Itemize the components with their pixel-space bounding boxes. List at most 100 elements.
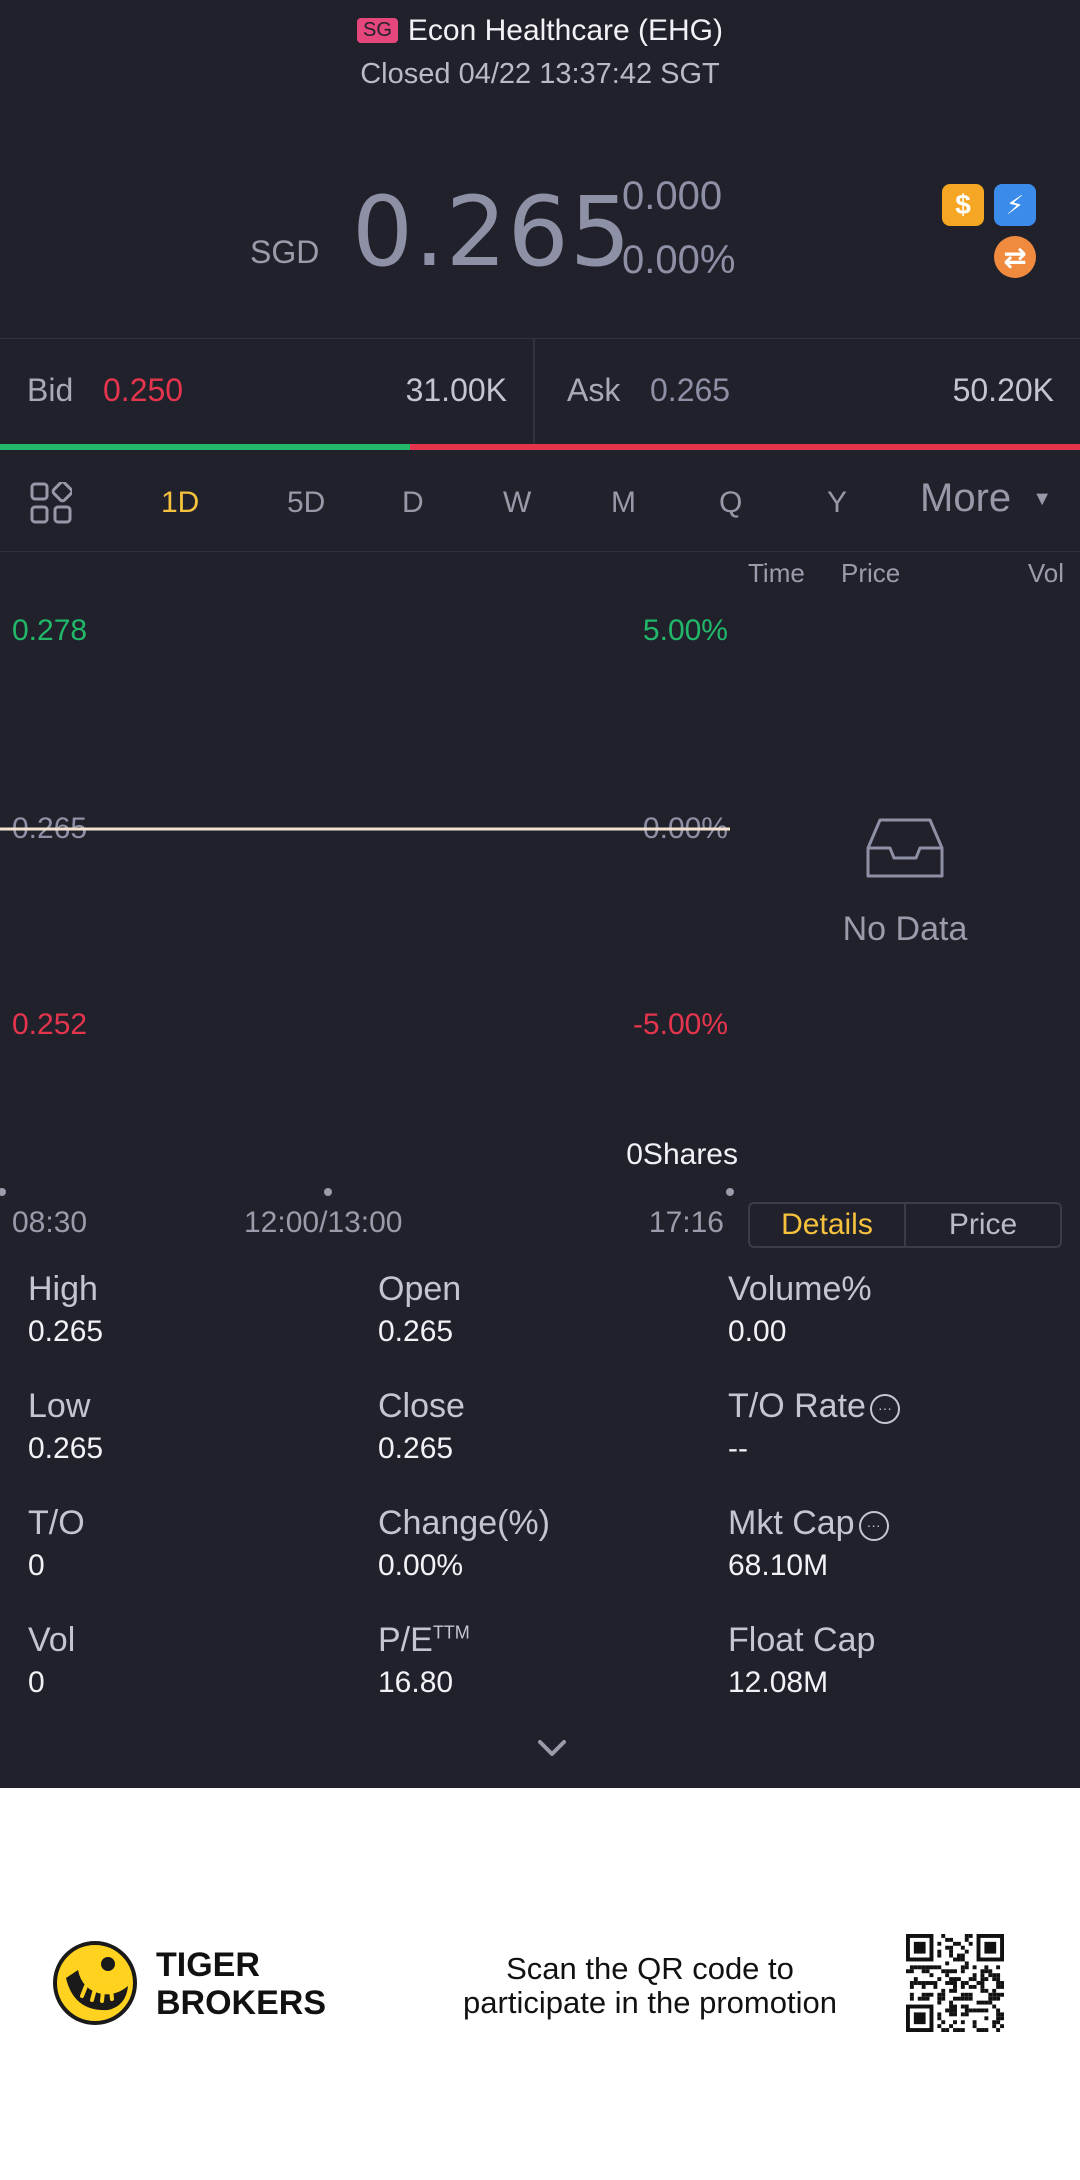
stat-label: T/O Rate — [728, 1387, 866, 1425]
caret-down-icon: ▼ — [1032, 488, 1053, 510]
stat-value: 0.265 — [378, 1315, 454, 1348]
y-axis-top-pct: 5.00% — [642, 614, 728, 647]
stock-title: SG Econ Healthcare (EHG) — [0, 14, 1080, 48]
stat-label-row: T/O Rate ··· — [728, 1387, 900, 1426]
stat-change-pct: Change(%) 0.00% — [378, 1504, 550, 1583]
market-status: Closed 04/22 13:37:42 SGT — [360, 58, 720, 90]
stat-value: 0.00% — [378, 1549, 464, 1582]
price-toggle-button[interactable]: Price — [948, 1208, 1018, 1241]
stat-label: Float Cap — [728, 1621, 876, 1659]
tab-day[interactable]: D — [402, 486, 424, 519]
stat-float-cap: Float Cap 12.08M — [728, 1621, 875, 1700]
dollar-badge-icon[interactable]: $ — [942, 184, 984, 226]
stat-label: T/O — [28, 1504, 85, 1542]
bid-size: 31.00K — [405, 372, 507, 408]
promo-footer: TIGER BROKERS Scan the QR code to partic… — [0, 1788, 1080, 2180]
stat-label: Volume% — [728, 1270, 872, 1308]
brand-line-2: BROKERS — [156, 1984, 327, 2022]
bid-ask-divider — [533, 338, 535, 444]
stat-value: 0 — [28, 1549, 45, 1582]
last-price: 0.265 — [352, 176, 632, 288]
x-axis-mid-label: 12:00/13:00 — [244, 1206, 403, 1239]
y-axis-top-label: 0.278 — [12, 614, 88, 647]
stat-label: Mkt Cap — [728, 1504, 855, 1542]
empty-inbox-icon — [864, 816, 946, 885]
x-axis-tick-dot — [0, 1188, 6, 1196]
x-axis-tick-dot — [324, 1188, 332, 1196]
stat-pe-ttm: P/ETTM 16.80 — [378, 1621, 470, 1700]
x-axis-end-label: 17:16 — [648, 1206, 724, 1239]
qr-code-icon[interactable] — [906, 1934, 1004, 2032]
tab-year[interactable]: Y — [827, 486, 848, 519]
stat-label-sup: TTM — [432, 1622, 470, 1643]
more-info-icon[interactable]: ··· — [858, 1511, 889, 1541]
stat-value: 0.265 — [28, 1432, 104, 1465]
flash-badge-icon[interactable]: ⚡ — [994, 184, 1036, 226]
stat-turnover: T/O 0 — [28, 1504, 85, 1583]
stat-open: Open 0.265 — [378, 1270, 461, 1349]
bid-label: Bid — [27, 372, 74, 408]
ask-size: 50.20K — [952, 372, 1054, 408]
stat-label: Change(%) — [378, 1504, 550, 1542]
volume-label: 0Shares — [626, 1138, 738, 1171]
price-change-percent: 0.00% — [622, 238, 736, 282]
stat-label: Low — [28, 1387, 91, 1425]
stat-label-row: P/ETTM — [378, 1621, 470, 1660]
stat-value: 12.08M — [728, 1666, 829, 1699]
tiger-logo-icon — [52, 1940, 138, 2031]
ask-label: Ask — [567, 372, 621, 408]
price-change: 0.000 — [622, 174, 723, 218]
bid-volume-bar — [0, 444, 410, 450]
promo-line-2: participate in the promotion — [463, 1985, 837, 2020]
col-time: Time — [748, 558, 805, 588]
stat-value: 16.80 — [378, 1666, 454, 1699]
promo-line-1: Scan the QR code to — [506, 1951, 794, 1986]
chart-layout-icon[interactable] — [30, 480, 74, 529]
stat-value: -- — [728, 1432, 748, 1465]
price-chart[interactable] — [0, 550, 740, 1230]
tab-1d[interactable]: 1D — [161, 486, 200, 519]
tab-5d[interactable]: 5D — [287, 486, 326, 519]
stat-value: 0 — [28, 1666, 45, 1699]
expand-chevron-icon[interactable] — [534, 1736, 570, 1765]
exchange-badge-icon[interactable]: ⇄ — [994, 236, 1036, 278]
details-price-toggle: Details Price — [748, 1202, 1062, 1248]
stat-label: P/E — [378, 1621, 433, 1659]
stat-value: 68.10M — [728, 1549, 829, 1582]
ask-price: 0.265 — [650, 372, 731, 408]
stat-label: Close — [378, 1387, 465, 1425]
tab-month[interactable]: M — [611, 486, 636, 519]
currency-label: SGD — [250, 234, 320, 270]
tab-more-label: More — [920, 476, 1012, 520]
col-price: Price — [841, 558, 901, 588]
details-toggle-button[interactable]: Details — [750, 1204, 906, 1246]
stat-label: High — [28, 1270, 98, 1308]
x-axis-start-label: 08:30 — [12, 1206, 88, 1239]
stat-value: 0.265 — [28, 1315, 104, 1348]
stat-label-row: Mkt Cap ··· — [728, 1504, 889, 1543]
stat-low: Low 0.265 — [28, 1387, 103, 1466]
brand-line-1: TIGER — [156, 1946, 260, 1984]
tab-week[interactable]: W — [503, 486, 532, 519]
stat-value: 0.265 — [378, 1432, 454, 1465]
stat-label: Open — [378, 1270, 462, 1308]
tab-quarter[interactable]: Q — [719, 486, 743, 519]
tab-more[interactable]: More ▼ — [920, 476, 1052, 521]
stat-value: 0.00 — [728, 1315, 787, 1348]
y-axis-bottom-pct: -5.00% — [632, 1008, 728, 1041]
more-info-icon[interactable]: ··· — [869, 1394, 900, 1424]
stat-turnover-rate: T/O Rate ··· -- — [728, 1387, 900, 1466]
ask-volume-bar — [410, 444, 1080, 450]
stat-volume-pct: Volume% 0.00 — [728, 1270, 872, 1349]
bid-ask-row — [0, 338, 1080, 444]
stat-label: Vol — [28, 1621, 76, 1659]
stat-market-cap: Mkt Cap ··· 68.10M — [728, 1504, 889, 1583]
col-vol: Vol — [1027, 558, 1064, 588]
x-axis-tick-dot — [726, 1188, 734, 1196]
period-tabs: 1D 5D D W M Q Y More ▼ — [0, 452, 1080, 552]
market-badge: SG — [356, 18, 398, 43]
bid-price: 0.250 — [103, 372, 184, 408]
y-axis-bottom-label: 0.252 — [12, 1008, 88, 1041]
stat-volume: Vol 0 — [28, 1621, 75, 1700]
stock-name: Econ Healthcare (EHG) — [407, 14, 724, 47]
